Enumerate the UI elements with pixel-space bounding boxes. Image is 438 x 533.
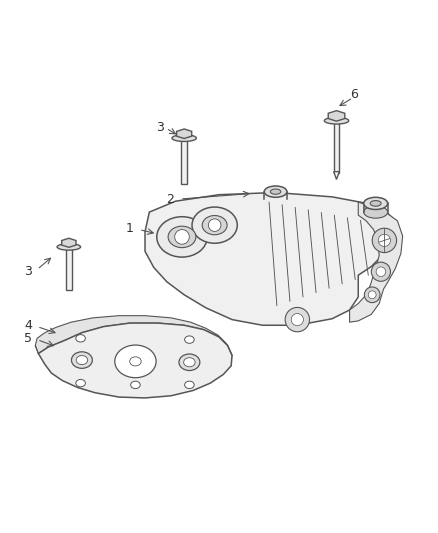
Circle shape <box>285 308 310 332</box>
Bar <box>334 120 339 173</box>
Ellipse shape <box>179 354 200 370</box>
Text: 3: 3 <box>25 265 32 278</box>
Polygon shape <box>35 316 228 353</box>
Ellipse shape <box>76 356 88 365</box>
Circle shape <box>364 287 380 303</box>
Polygon shape <box>328 111 345 121</box>
Ellipse shape <box>172 135 196 141</box>
Ellipse shape <box>76 335 85 342</box>
Ellipse shape <box>264 186 287 197</box>
Polygon shape <box>177 129 192 139</box>
Circle shape <box>371 262 391 281</box>
Ellipse shape <box>157 217 207 257</box>
Circle shape <box>376 267 386 277</box>
Ellipse shape <box>370 200 381 206</box>
Polygon shape <box>62 238 76 247</box>
Text: 5: 5 <box>25 332 32 345</box>
Circle shape <box>291 313 304 326</box>
Ellipse shape <box>184 358 195 367</box>
Circle shape <box>175 230 189 244</box>
Bar <box>181 138 187 184</box>
Circle shape <box>378 235 391 246</box>
Ellipse shape <box>364 197 388 209</box>
Polygon shape <box>334 172 339 180</box>
Ellipse shape <box>270 189 281 194</box>
Text: 2: 2 <box>166 192 174 206</box>
Bar <box>66 247 72 290</box>
Ellipse shape <box>76 379 85 387</box>
Text: 4: 4 <box>25 319 32 332</box>
Circle shape <box>208 219 221 231</box>
Ellipse shape <box>168 226 196 248</box>
Circle shape <box>368 291 376 298</box>
Ellipse shape <box>364 206 388 218</box>
Ellipse shape <box>185 381 194 389</box>
Ellipse shape <box>57 244 81 250</box>
Text: 3: 3 <box>156 121 164 134</box>
Ellipse shape <box>130 357 141 366</box>
Circle shape <box>372 228 396 253</box>
Polygon shape <box>145 192 393 325</box>
Text: 1: 1 <box>126 222 134 235</box>
Ellipse shape <box>192 207 237 243</box>
Polygon shape <box>39 323 232 398</box>
Ellipse shape <box>131 381 140 389</box>
Ellipse shape <box>324 117 349 124</box>
Ellipse shape <box>125 353 146 370</box>
Polygon shape <box>350 202 403 322</box>
Ellipse shape <box>202 215 227 235</box>
Ellipse shape <box>115 345 156 378</box>
Ellipse shape <box>71 352 92 368</box>
Text: 6: 6 <box>350 88 358 101</box>
Ellipse shape <box>185 336 194 343</box>
